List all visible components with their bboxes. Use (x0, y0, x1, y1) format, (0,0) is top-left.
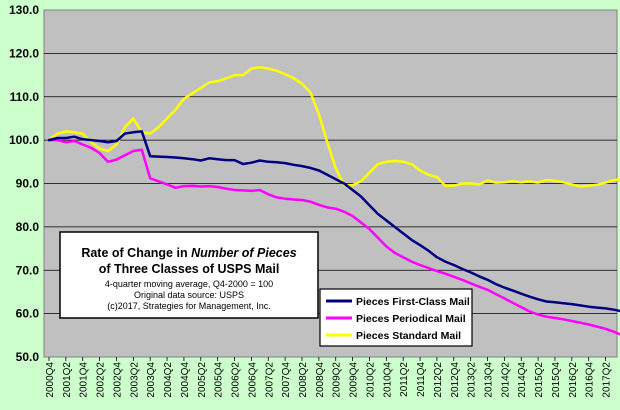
title-box-frame (59, 231, 319, 319)
x-tick-label: 2001Q4 (79, 362, 90, 398)
x-tick-label: 2008Q4 (315, 362, 326, 398)
x-tick-label: 2010Q4 (382, 362, 393, 398)
x-tick-label: 2005Q2 (197, 362, 208, 398)
chart-note-copyright: (c)2017, Strategies for Management, Inc. (107, 301, 271, 311)
x-tick-label: 2001Q2 (62, 362, 73, 398)
x-tick-label: 2011Q4 (416, 362, 427, 397)
x-tick-label: 2013Q2 (467, 362, 478, 398)
x-tick-label: 2012Q4 (450, 362, 461, 398)
y-tick-label: 110.0 (10, 90, 40, 104)
legend-label: Pieces First-Class Mail (356, 296, 470, 308)
x-tick-label: 2003Q2 (129, 362, 140, 398)
y-tick-label: 80.0 (16, 220, 40, 234)
x-tick-label: 2005Q4 (214, 362, 225, 398)
x-tick-label: 2016Q4 (585, 362, 596, 398)
x-axis-tick-labels: 2000Q4 2001Q2 2001Q4 2002Q2 2002Q4 2003Q2 2003… (45, 357, 613, 398)
title-box: Rate of Change in Number of Pieces of Th… (59, 231, 319, 319)
x-tick-label: 2002Q2 (96, 362, 107, 398)
x-tick-label: 2006Q4 (247, 362, 258, 398)
x-tick-label: 2000Q4 (45, 362, 56, 398)
x-tick-label: 2002Q4 (112, 362, 123, 398)
y-tick-label: 50.0 (16, 350, 40, 364)
x-tick-label: 2017Q2 (602, 362, 613, 398)
x-tick-label: 2012Q2 (433, 362, 444, 398)
x-tick-label: 2006Q2 (231, 362, 242, 398)
x-tick-label: 2009Q4 (349, 362, 360, 398)
x-tick-label: 2016Q2 (568, 362, 579, 398)
legend: Pieces First-Class Mail Pieces Periodical… (319, 288, 473, 347)
y-axis-tick-labels: 50.0 60.0 70.0 80.0 90.0 100.0 110.0 120.0 130.0 (9, 3, 39, 364)
x-tick-label: 2014Q2 (500, 362, 511, 398)
y-tick-label: 60.0 (16, 307, 40, 321)
y-tick-label: 100.0 (9, 133, 39, 147)
y-tick-label: 90.0 (16, 177, 40, 191)
x-tick-label: 2010Q2 (365, 362, 376, 398)
chart-note-source: Original data source: USPS (134, 290, 244, 300)
x-tick-label: 2004Q2 (163, 362, 174, 398)
x-tick-label: 2013Q4 (484, 362, 495, 398)
series-line-pieces-periodical-mail (47, 138, 620, 336)
x-tick-label: 2014Q4 (517, 362, 528, 398)
x-tick-label: 2009Q2 (332, 362, 343, 398)
y-tick-label: 130.0 (9, 3, 39, 17)
x-tick-label: 2011Q2 (399, 362, 410, 397)
y-tick-label: 70.0 (16, 263, 40, 277)
x-tick-label: 2015Q4 (551, 362, 562, 398)
series-line-pieces-standard-mail (47, 66, 620, 188)
x-tick-label: 2008Q2 (298, 362, 309, 398)
legend-label: Pieces Periodical Mail (356, 313, 466, 325)
chart-title-line-1: Rate of Change in Number of Pieces (81, 246, 296, 260)
chart-title-line-2: of Three Classes of USPS Mail (99, 262, 280, 276)
series-lines (47, 66, 620, 336)
chart-note-moving-average: 4-quarter moving average, Q4-2000 = 100 (105, 279, 273, 289)
y-tick-label: 120.0 (9, 46, 39, 60)
x-tick-label: 2015Q2 (534, 362, 545, 398)
series-line-pieces-first-class-mail (47, 130, 620, 313)
chart-title-part-2: Number of Pieces (191, 246, 297, 260)
x-tick-label: 2007Q2 (264, 362, 275, 398)
legend-label: Pieces Standard Mail (356, 330, 461, 342)
x-tick-label: 2004Q4 (180, 362, 191, 398)
chart-title-part-1: Rate of Change in (81, 246, 191, 260)
x-tick-label: 2007Q4 (281, 362, 292, 398)
x-tick-label: 2003Q4 (146, 362, 157, 398)
legend-items: Pieces First-Class Mail Pieces Periodical… (326, 296, 470, 342)
